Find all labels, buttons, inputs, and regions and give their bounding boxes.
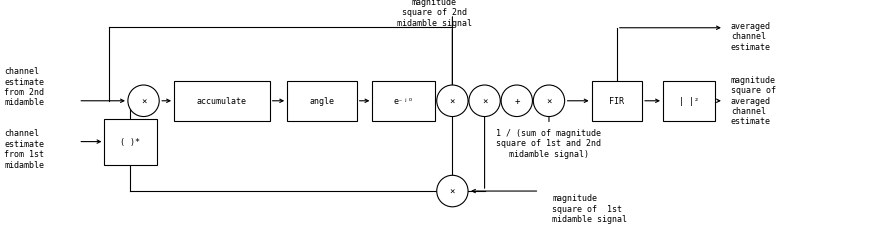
Text: angle: angle (309, 97, 334, 106)
Bar (104, 119, 156, 165)
Ellipse shape (436, 86, 468, 117)
Text: magnitude
square of
averaged
channel
estimate: magnitude square of averaged channel est… (730, 76, 775, 126)
Text: magnitude
square of 2nd
midamble signal: magnitude square of 2nd midamble signal (396, 0, 471, 27)
Ellipse shape (468, 86, 500, 117)
Text: averaged
channel
estimate: averaged channel estimate (730, 22, 770, 52)
Text: | |²: | |² (679, 97, 698, 106)
Text: channel
estimate
from 1st
midamble: channel estimate from 1st midamble (4, 129, 44, 169)
Bar (287, 81, 356, 121)
Text: +: + (514, 97, 519, 106)
Bar (591, 81, 641, 121)
Text: accumulate: accumulate (196, 97, 247, 106)
Ellipse shape (501, 86, 532, 117)
Text: ( )*: ( )* (121, 137, 140, 147)
Ellipse shape (128, 86, 159, 117)
Text: magnitude
square of  1st
midamble signal: magnitude square of 1st midamble signal (552, 194, 627, 223)
Ellipse shape (436, 175, 468, 207)
Bar (662, 81, 714, 121)
Text: channel
estimate
from 2nd
midamble: channel estimate from 2nd midamble (4, 67, 44, 107)
Text: e⁻ʲᴼ: e⁻ʲᴼ (394, 97, 413, 106)
Text: ×: × (546, 97, 551, 106)
Text: ×: × (141, 97, 146, 106)
Text: FIR: FIR (608, 97, 624, 106)
Text: ×: × (481, 97, 487, 106)
Text: 1 / (sum of magnitude
square of 1st and 2nd
midamble signal): 1 / (sum of magnitude square of 1st and … (496, 128, 600, 158)
Text: ×: × (449, 187, 454, 196)
Text: ×: × (449, 97, 454, 106)
Ellipse shape (533, 86, 564, 117)
Bar (174, 81, 269, 121)
Bar (372, 81, 434, 121)
